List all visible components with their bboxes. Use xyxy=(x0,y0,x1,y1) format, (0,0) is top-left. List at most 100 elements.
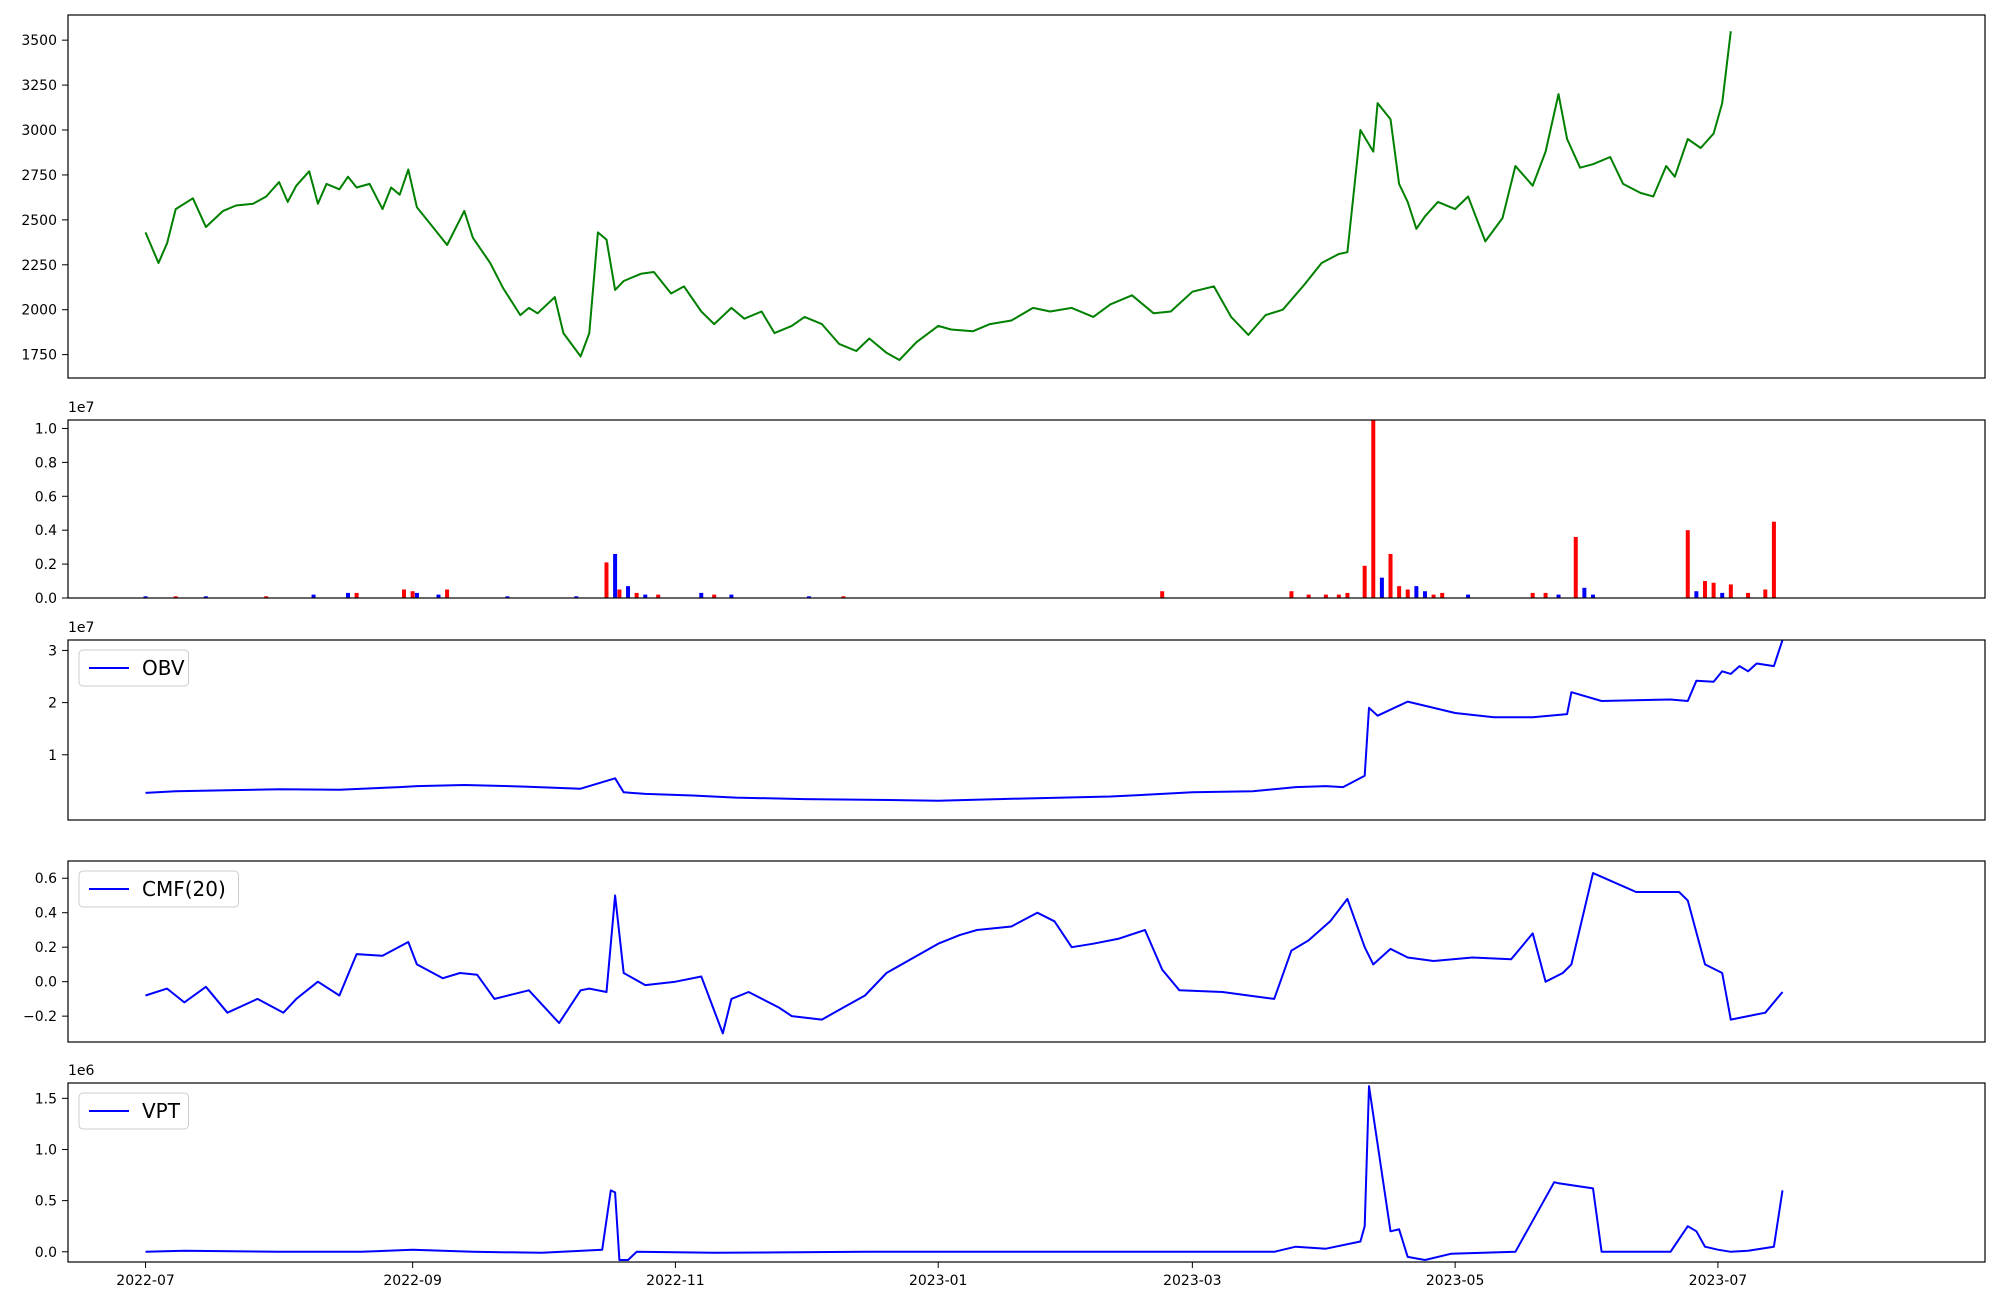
plot-area-vpt xyxy=(145,1085,1784,1261)
volume-bar xyxy=(1160,591,1165,598)
volume-bar xyxy=(729,594,734,598)
volume-bar xyxy=(634,592,639,598)
plot-area-price xyxy=(144,31,1732,361)
volume-bar xyxy=(1379,577,1384,598)
y-tick-label: 0.0 xyxy=(35,975,57,991)
volume-bar xyxy=(617,589,622,598)
y-tick-label: 1 xyxy=(48,748,57,764)
axis-exponent-label: 1e6 xyxy=(68,1063,95,1079)
volume-bar xyxy=(1397,586,1402,598)
x-tick-label: 2022-11 xyxy=(646,1273,705,1289)
y-tick-label: 0.2 xyxy=(35,940,57,956)
y-tick-label: 3000 xyxy=(21,123,57,139)
volume-bar xyxy=(445,589,450,598)
volume-bar xyxy=(143,596,148,598)
volume-bar xyxy=(414,592,419,598)
legend-box xyxy=(78,870,239,908)
x-tick-label: 2023-05 xyxy=(1426,1273,1485,1289)
x-tick-label: 2023-07 xyxy=(1689,1273,1748,1289)
legend-label: VPT xyxy=(142,1099,181,1123)
volume-bar xyxy=(1345,592,1350,598)
y-tick-label: 1.5 xyxy=(35,1091,57,1107)
axes-frame xyxy=(67,639,1986,821)
volume-bar xyxy=(402,589,407,598)
volume-bar xyxy=(712,594,717,598)
x-tick-label: 2023-01 xyxy=(909,1273,968,1289)
y-tick-label: 0.6 xyxy=(35,489,57,505)
axes-frame xyxy=(67,1082,1986,1263)
y-tick-label: 1.0 xyxy=(35,421,57,437)
y-tick-label: 0.8 xyxy=(35,455,57,471)
volume-bar xyxy=(1720,592,1725,598)
volume-bar xyxy=(1582,587,1587,598)
axes-frame xyxy=(67,419,1986,599)
y-tick-label: 1.0 xyxy=(35,1142,57,1158)
volume-bar xyxy=(643,594,648,598)
volume-bar xyxy=(604,562,609,598)
panel-price: 1750 2000 2250 2500 2750 3000 3250 3500 xyxy=(21,14,1986,379)
volume-bar xyxy=(1414,586,1419,598)
volume-bar xyxy=(173,596,178,598)
volume-bar xyxy=(1771,521,1776,598)
panel-vpt: 0.0 0.5 1.0 1.5 1e6 VPT xyxy=(35,1063,1986,1263)
volume-bar xyxy=(1440,592,1445,598)
axes-frame xyxy=(67,14,1986,379)
volume-bar xyxy=(841,596,846,598)
axis-exponent-label: 1e7 xyxy=(68,400,94,416)
volume-bar xyxy=(436,594,441,598)
volume-bar xyxy=(1763,589,1768,598)
volume-bar xyxy=(1556,594,1561,598)
volume-bar xyxy=(1530,592,1535,598)
volume-bar xyxy=(1289,591,1294,598)
volume-bar xyxy=(1422,591,1427,598)
x-tick-label: 2023-03 xyxy=(1163,1273,1222,1289)
volume-bar xyxy=(1711,582,1716,598)
volume-bar xyxy=(1746,592,1751,598)
legend-obv: OBV xyxy=(78,649,189,687)
volume-bar xyxy=(1702,581,1707,598)
volume-bar xyxy=(806,596,811,598)
series-line-price xyxy=(144,31,1732,361)
x-tick-label: 2022-07 xyxy=(116,1273,175,1289)
y-tick-label: 2250 xyxy=(21,258,57,274)
panel-obv: 1 2 3 1e7 OBV xyxy=(48,620,1986,821)
y-tick-label: 0.4 xyxy=(35,906,57,922)
panel-cmf: −0.2 0.0 0.2 0.4 0.6 CMF(20) xyxy=(23,860,1986,1043)
volume-bar xyxy=(1590,594,1595,598)
panel-volume: 0.0 0.2 0.4 0.6 0.8 1.0 1e7 xyxy=(35,400,1986,607)
volume-bar xyxy=(203,596,208,598)
series-line-cmf xyxy=(145,872,1784,1035)
volume-bar xyxy=(1543,592,1548,598)
volume-bar xyxy=(410,591,415,598)
volume-bar xyxy=(1388,553,1393,598)
volume-bar xyxy=(1685,530,1690,598)
volume-bar xyxy=(1405,589,1410,598)
legend-cmf: CMF(20) xyxy=(78,870,239,908)
y-tick-label: 3500 xyxy=(21,33,57,49)
x-tick-label: 2022-09 xyxy=(383,1273,442,1289)
legend-label: OBV xyxy=(142,656,185,680)
series-line-vpt xyxy=(145,1085,1784,1261)
plot-area-cmf xyxy=(145,872,1784,1035)
volume-bar xyxy=(1336,594,1341,598)
volume-bar xyxy=(626,586,631,598)
volume-bar xyxy=(1573,536,1578,598)
volume-bar xyxy=(1466,594,1471,598)
legend-vpt: VPT xyxy=(78,1092,189,1130)
volume-bar xyxy=(1431,594,1436,598)
axes-frame xyxy=(67,860,1986,1043)
y-tick-label: 0.5 xyxy=(35,1194,57,1210)
volume-bar xyxy=(505,596,510,598)
y-tick-label: −0.2 xyxy=(23,1009,57,1025)
y-tick-label: 0.0 xyxy=(35,591,57,607)
volume-bar xyxy=(1728,584,1733,598)
volume-bar xyxy=(1306,594,1311,598)
y-tick-label: 0.0 xyxy=(35,1245,57,1261)
volume-bar xyxy=(264,596,269,598)
legend-box xyxy=(78,649,189,687)
volume-bar xyxy=(1362,565,1367,598)
y-tick-label: 0.2 xyxy=(35,557,57,573)
legend-label: CMF(20) xyxy=(142,877,226,901)
